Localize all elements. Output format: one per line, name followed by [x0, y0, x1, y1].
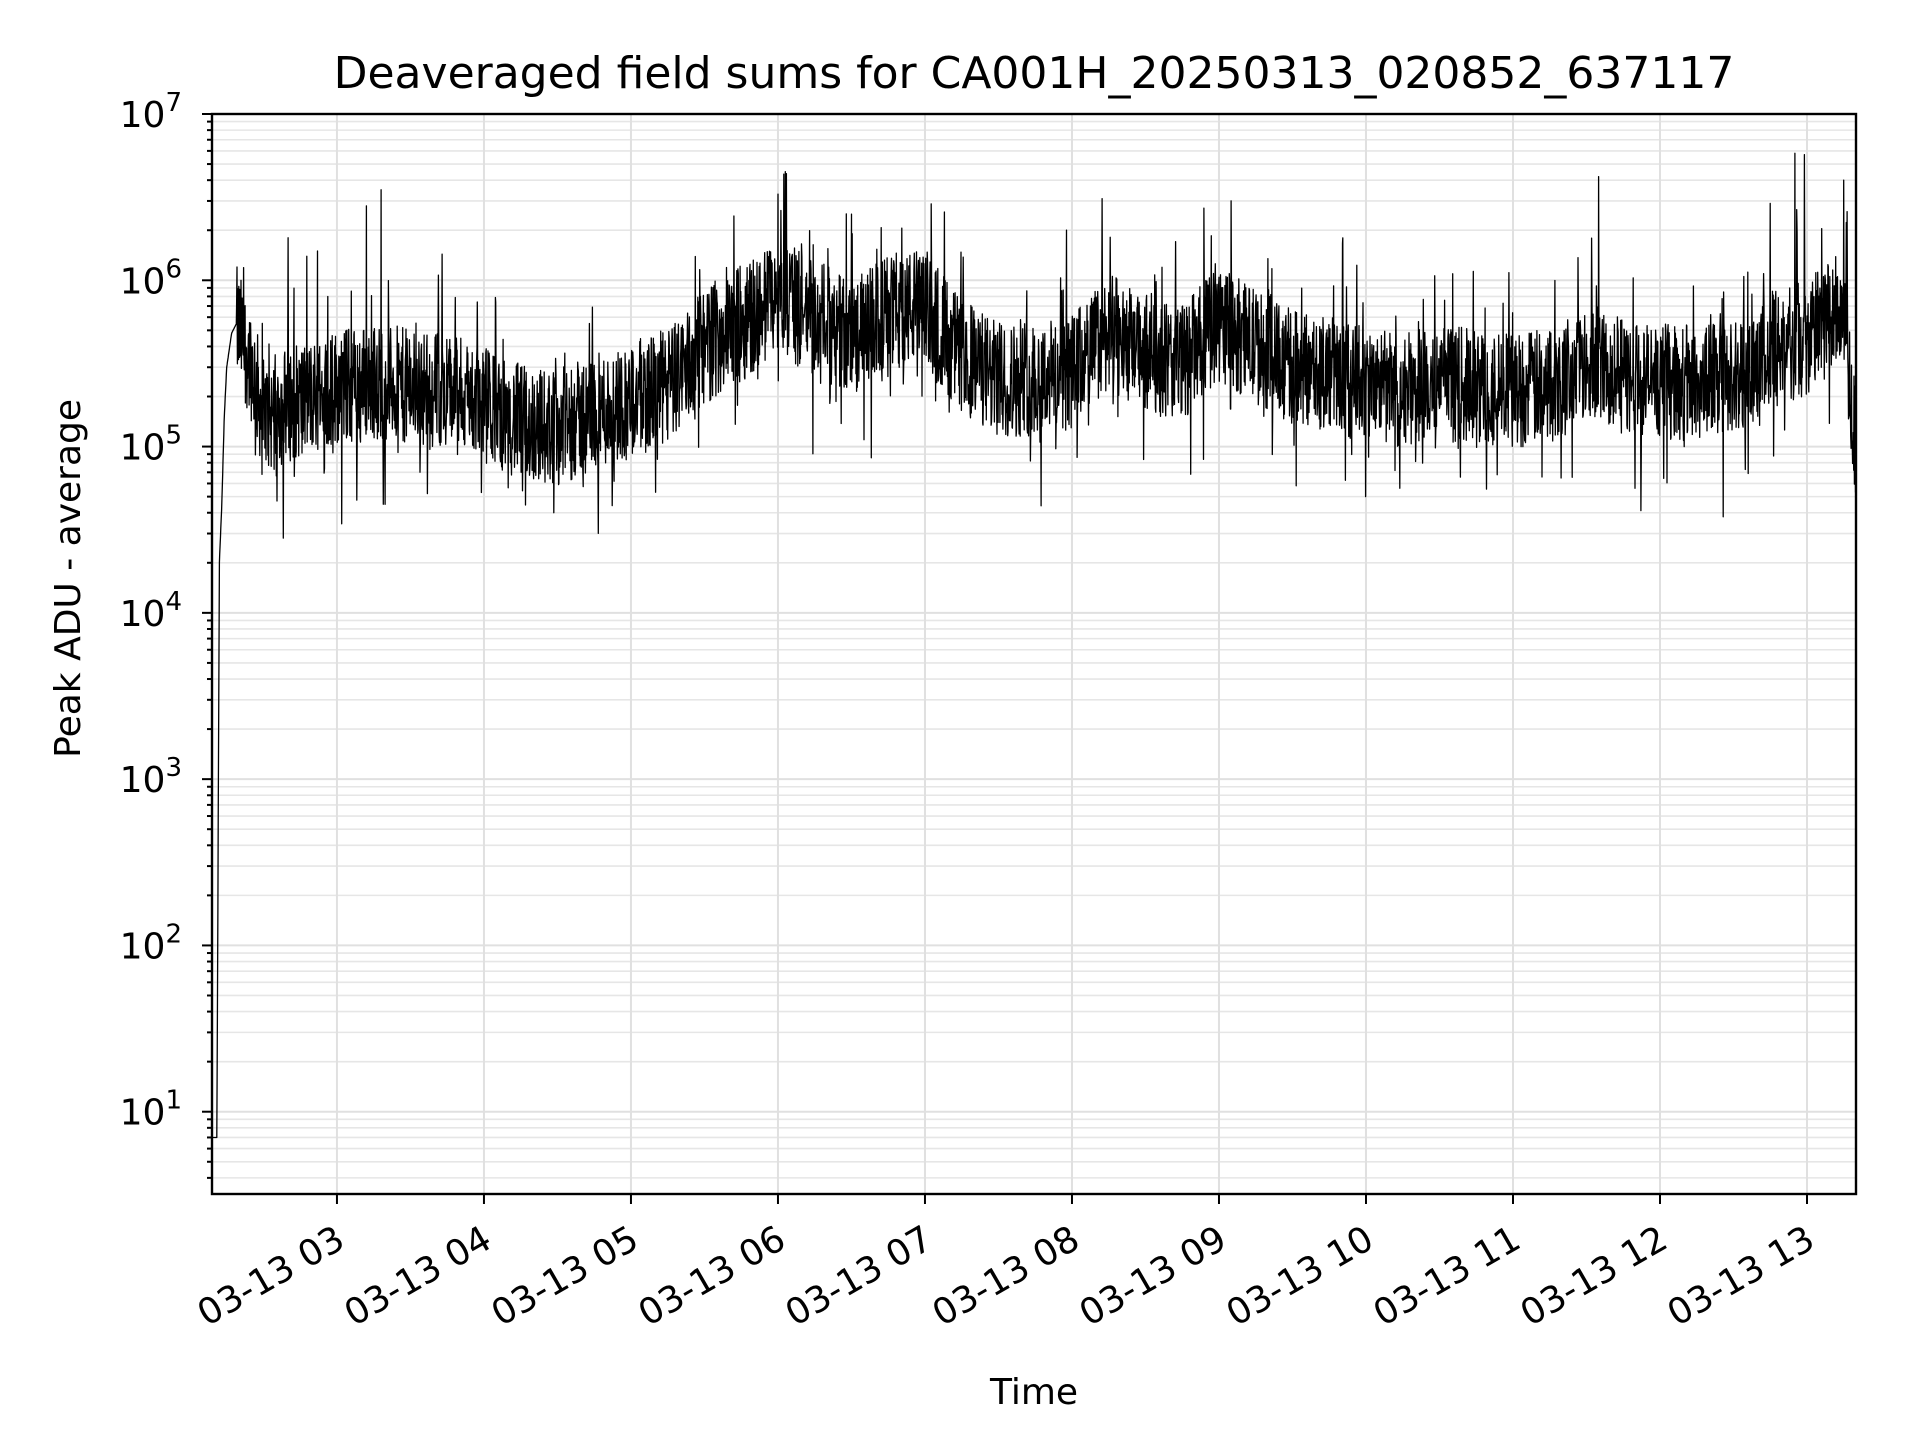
y-tick-label: 107 — [120, 88, 182, 136]
x-tick-label: 03-13 12 — [1514, 1218, 1675, 1334]
y-tick-label: 105 — [120, 421, 182, 469]
y-tick-label: 106 — [120, 254, 182, 302]
x-tick-label: 03-13 09 — [1073, 1218, 1234, 1334]
x-tick-label: 03-13 13 — [1661, 1218, 1822, 1334]
grid — [212, 113, 1856, 1194]
x-tick-label: 03-13 10 — [1220, 1218, 1381, 1334]
y-tick-label: 103 — [120, 753, 182, 801]
chart-title: Deaveraged field sums for CA001H_2025031… — [334, 48, 1735, 99]
x-tick-label: 03-13 03 — [191, 1218, 352, 1334]
series-line — [211, 152, 1857, 1139]
x-tick-label: 03-13 08 — [926, 1218, 1087, 1334]
x-tick-label: 03-13 04 — [338, 1218, 499, 1334]
x-tick-label: 03-13 06 — [632, 1218, 793, 1334]
x-tick-label: 03-13 05 — [485, 1218, 646, 1334]
y-tick-label: 104 — [120, 587, 182, 635]
x-tick-label: 03-13 07 — [779, 1218, 940, 1334]
y-tick-label: 102 — [120, 919, 182, 967]
plot-frame — [210, 112, 1858, 1196]
y-axis-label: Peak ADU - average — [48, 399, 89, 758]
x-axis-label: Time — [989, 1372, 1078, 1413]
x-tick-label: 03-13 11 — [1367, 1218, 1528, 1334]
y-tick-label: 101 — [120, 1086, 182, 1134]
